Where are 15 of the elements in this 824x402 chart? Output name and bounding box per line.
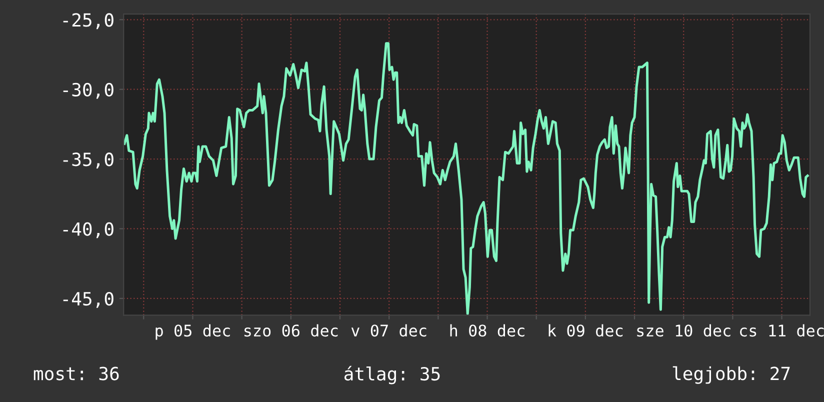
y-tick-label: -30,0	[63, 82, 114, 99]
x-tick-label: szo 06 dec	[244, 324, 338, 337]
x-tick-label: sze 10 dec	[637, 324, 730, 337]
x-tick-label: cs 11 dec	[740, 324, 824, 337]
y-tick-label: -45,0	[63, 292, 114, 308]
text: átlag: 35	[344, 366, 440, 384]
text: legjobb: 27	[672, 366, 790, 384]
x-tick-label: v 07 dec	[351, 324, 426, 337]
text: most: 36	[34, 366, 119, 380]
y-tick-label: -35,0	[63, 152, 114, 168]
y-tick-label: -40,0	[63, 222, 114, 238]
x-tick-label: h 08 dec	[450, 324, 524, 337]
y-tick-label: -25,0	[63, 13, 114, 30]
x-tick-label: p 05 dec	[156, 324, 230, 340]
x-tick-label: k 09 dec	[548, 324, 623, 337]
